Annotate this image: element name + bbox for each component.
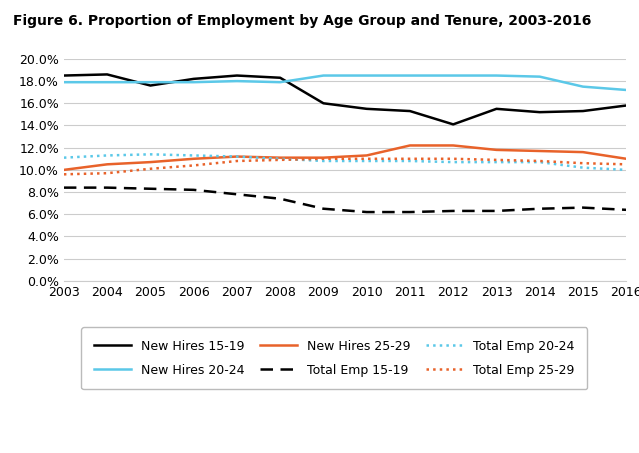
Text: Figure 6. Proportion of Employment by Age Group and Tenure, 2003-2016: Figure 6. Proportion of Employment by Ag… [13,14,591,28]
Legend: New Hires 15-19, New Hires 20-24, New Hires 25-29, Total Emp 15-19, Total Emp 20: New Hires 15-19, New Hires 20-24, New Hi… [81,327,587,389]
